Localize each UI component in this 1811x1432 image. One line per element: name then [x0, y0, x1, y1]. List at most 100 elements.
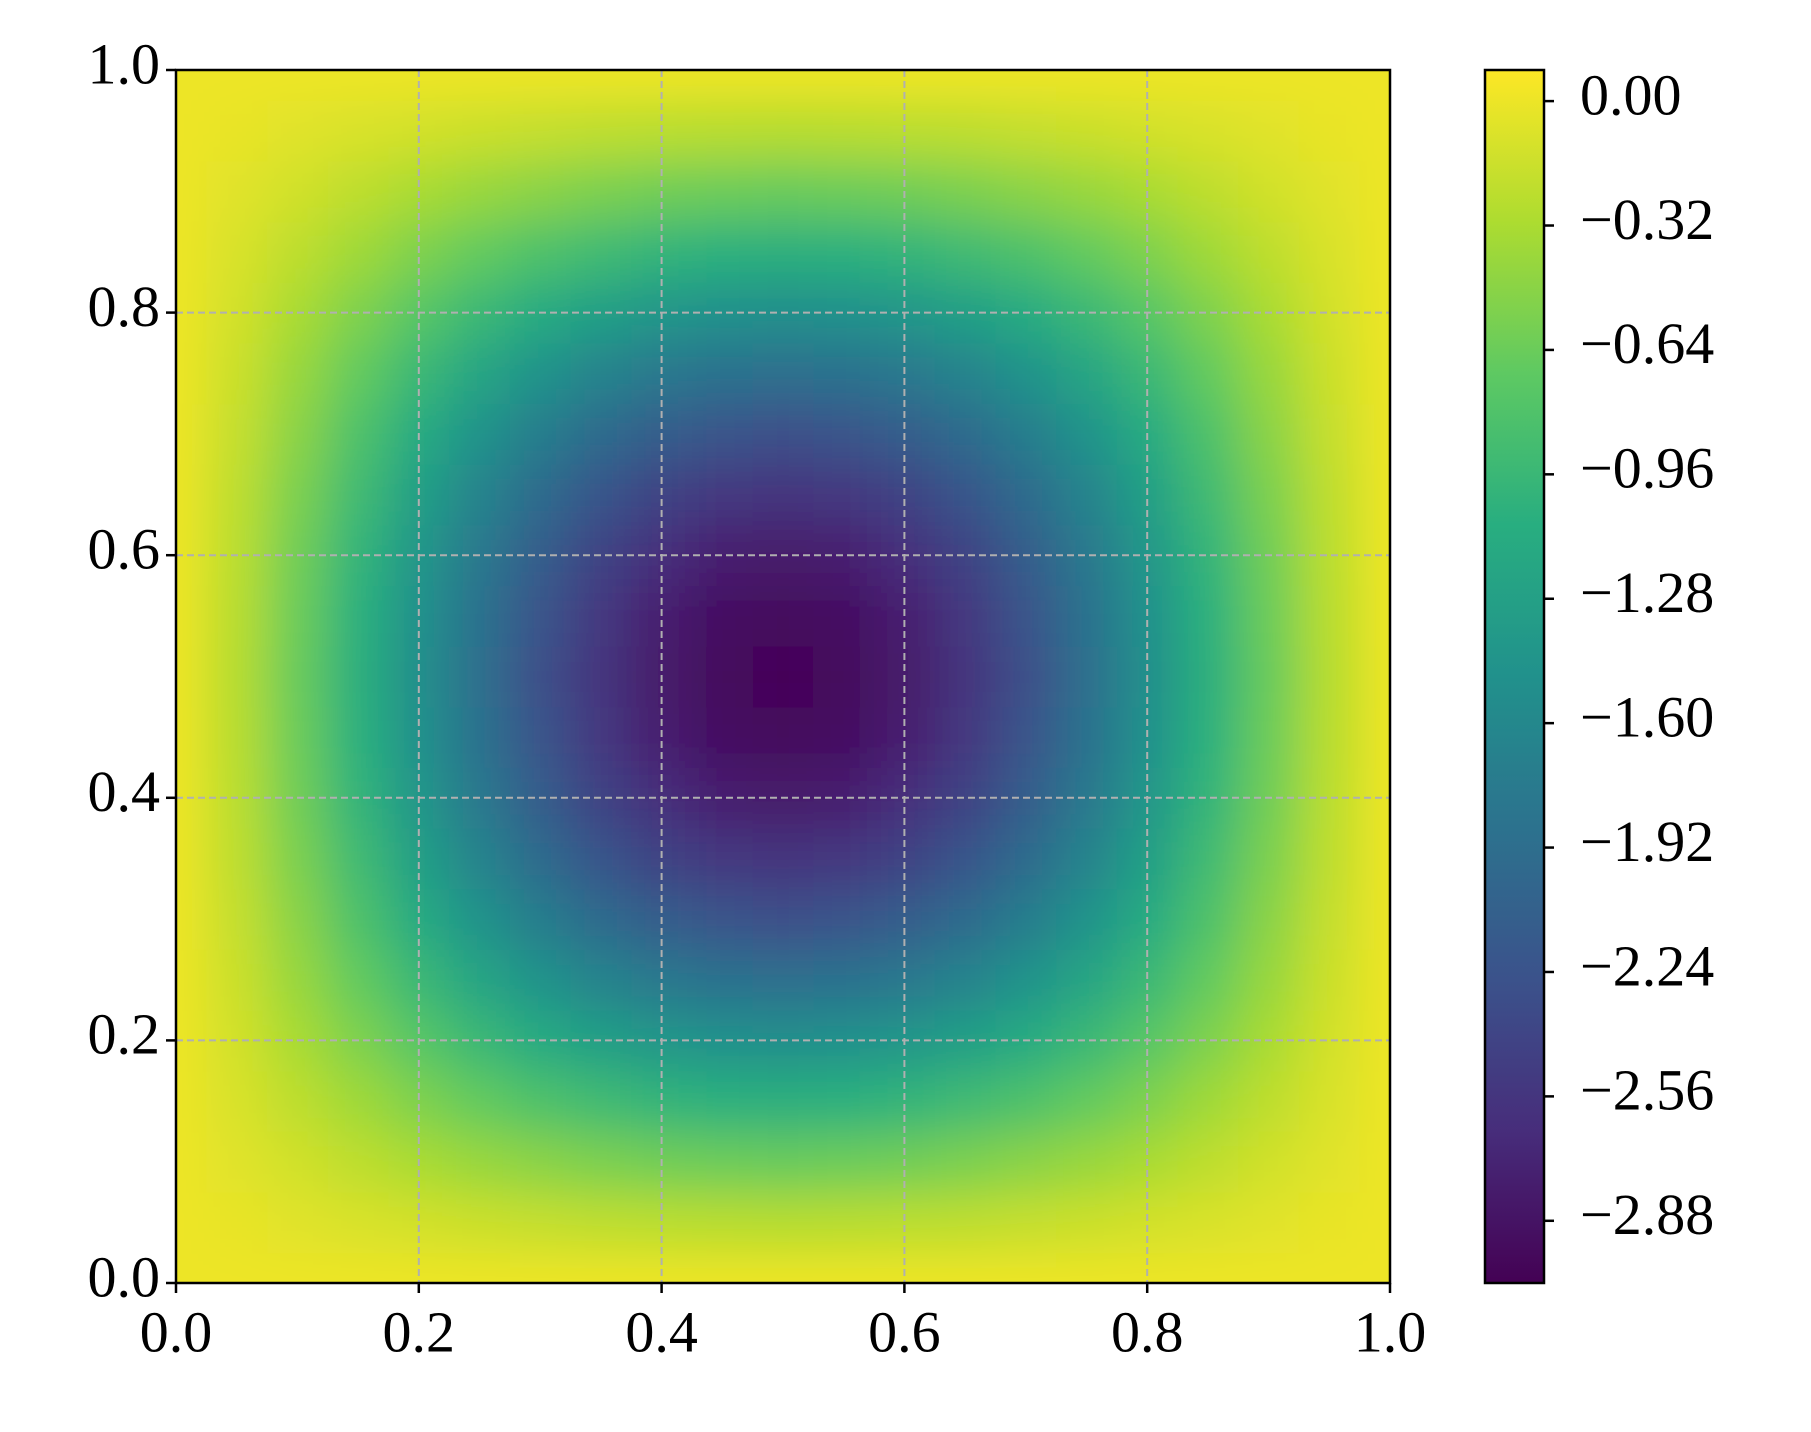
contour-cell	[1298, 342, 1361, 405]
contour-cell	[267, 646, 329, 708]
contour-cell	[449, 1070, 511, 1132]
contour-cell	[1056, 100, 1118, 162]
contour-cell	[1359, 706, 1390, 768]
contour-cell	[1359, 1070, 1390, 1132]
contour-cell	[1116, 1070, 1179, 1132]
contour-cell	[995, 1252, 1057, 1283]
contour-cell	[449, 828, 511, 890]
contour-cell	[1238, 403, 1300, 465]
contour-cell	[206, 949, 268, 1011]
contour-cell	[631, 828, 693, 890]
contour-cell	[1238, 1131, 1300, 1193]
contour-cell	[449, 1252, 511, 1283]
contour-cell	[934, 1252, 996, 1283]
contour-cell	[267, 464, 329, 526]
contour-cell	[1056, 1070, 1118, 1132]
contour-cell	[1298, 282, 1361, 344]
contour-cell	[1359, 221, 1390, 283]
contour-cell	[176, 100, 207, 162]
contour-cell	[1177, 464, 1239, 526]
contour-cell	[327, 888, 389, 950]
contour-cell	[206, 1070, 268, 1132]
colorbar-tick-label: −1.60	[1580, 684, 1714, 749]
contour-cell	[995, 1131, 1057, 1193]
grid	[176, 70, 1390, 1283]
contour-cell	[570, 464, 632, 526]
contour-cell	[570, 646, 632, 708]
contour-cell	[934, 888, 996, 950]
contour-cell	[206, 888, 268, 950]
colorbar	[1483, 68, 1546, 1285]
contour-cell	[995, 646, 1057, 708]
contour-cell	[1056, 524, 1118, 587]
contour-cell	[1177, 342, 1239, 405]
contour-cell	[995, 949, 1057, 1011]
contour-cell	[934, 1070, 996, 1132]
contour-cell	[691, 70, 754, 101]
contour-cell	[449, 949, 511, 1011]
contour-cell	[752, 585, 814, 647]
contour-cell	[327, 221, 389, 283]
contour-cell	[1177, 1070, 1239, 1132]
contour-cell	[327, 1252, 389, 1283]
contour-cell	[570, 888, 632, 950]
contour-cell	[752, 646, 814, 708]
contour-cell	[1359, 646, 1390, 708]
contour-cell	[176, 342, 207, 405]
contour-cell	[449, 160, 511, 223]
contour-cell	[752, 1192, 814, 1254]
contour-cell	[1298, 1010, 1361, 1072]
contour-cell	[509, 888, 572, 950]
y-tick-label: 0.6	[88, 517, 161, 582]
contour-cell	[176, 706, 207, 768]
contour-cell	[934, 160, 996, 223]
x-tick-label: 0.6	[868, 1299, 941, 1364]
contour-cell	[449, 70, 511, 101]
x-tick-label: 0.2	[383, 1299, 456, 1364]
contour-cell	[1056, 342, 1118, 405]
contour-cell	[995, 828, 1057, 890]
contour-cell	[176, 1192, 207, 1254]
contour-cell	[934, 585, 996, 647]
contour-cell	[176, 949, 207, 1011]
contour-cell	[934, 100, 996, 162]
contour-cell	[449, 888, 511, 950]
contour-cell	[449, 342, 511, 405]
contour-cell	[1056, 160, 1118, 223]
contour-cell	[206, 1131, 268, 1193]
contour-cell	[1056, 1252, 1118, 1283]
contour-cell	[995, 888, 1057, 950]
contour-cell	[752, 949, 814, 1011]
contour-cell	[1177, 524, 1239, 587]
contour-cell	[813, 160, 875, 223]
contour-cell	[206, 828, 268, 890]
contour-cell	[327, 342, 389, 405]
contour-cell	[267, 706, 329, 768]
contour-cell	[1359, 403, 1390, 465]
contour-cell	[509, 1192, 572, 1254]
contour-cell	[813, 949, 875, 1011]
contour-cell	[934, 706, 996, 768]
contour-cell	[327, 1070, 389, 1132]
contour-cell	[267, 1252, 329, 1283]
contour-cell	[691, 160, 754, 223]
contour-cell	[1238, 1070, 1300, 1132]
contour-cell	[1238, 585, 1300, 647]
contour-cell	[509, 403, 572, 465]
contour-cell	[206, 221, 268, 283]
contour-cell	[449, 221, 511, 283]
contour-cell	[813, 585, 875, 647]
contour-cell	[1056, 1010, 1118, 1072]
contour-cell	[1238, 1252, 1300, 1283]
contour-cell	[752, 706, 814, 768]
contour-cell	[176, 1070, 207, 1132]
contour-cell	[1298, 1192, 1361, 1254]
contour-cell	[1359, 1131, 1390, 1193]
contour-cell	[1359, 585, 1390, 647]
contour-cell	[691, 221, 754, 283]
contour-cell	[570, 1252, 632, 1283]
contour-cell	[206, 1192, 268, 1254]
contour-cell	[570, 1192, 632, 1254]
contour-cell	[691, 464, 754, 526]
y-tick-label: 0.0	[88, 1244, 161, 1309]
